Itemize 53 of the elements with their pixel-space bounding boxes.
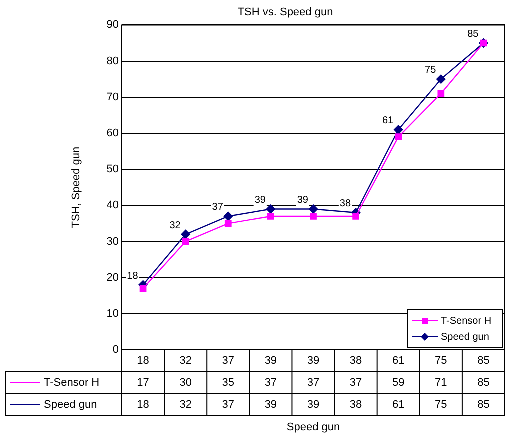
y-tick-label: 10 xyxy=(106,308,119,320)
data-label: 59 xyxy=(392,377,405,390)
data-label: 35 xyxy=(222,377,235,390)
data-label: 37 xyxy=(307,377,320,390)
x-tick-label: 39 xyxy=(264,355,278,368)
x-tick-label: 39 xyxy=(307,355,320,368)
y-tick-label: 50 xyxy=(106,164,119,176)
y-tick-label: 40 xyxy=(106,200,119,212)
data-label: 75 xyxy=(435,399,448,412)
data-label: 17 xyxy=(137,377,150,390)
category-label: 18 xyxy=(127,270,138,282)
data-label: 18 xyxy=(137,399,150,412)
text: Speed gun xyxy=(44,399,98,412)
data-label: 39 xyxy=(264,399,278,412)
x-tick-label: 32 xyxy=(180,355,192,368)
data-label: 85 xyxy=(478,377,490,390)
x-tick-label: 75 xyxy=(435,355,448,368)
y-tick-label: 20 xyxy=(106,272,119,284)
y-tick-label: 0 xyxy=(112,344,119,356)
data-label: 30 xyxy=(180,377,192,390)
x-tick-label: 61 xyxy=(392,355,405,368)
y-tick-label: 60 xyxy=(106,128,119,140)
category-label: 32 xyxy=(170,220,181,232)
data-label: 61 xyxy=(392,399,405,412)
data-label: 39 xyxy=(307,399,320,412)
category-label: 85 xyxy=(468,28,479,40)
y-tick-label: 70 xyxy=(106,91,119,104)
legend-label: Speed gun xyxy=(441,332,490,343)
category-label: 38 xyxy=(340,198,352,210)
category-label: 37 xyxy=(212,202,224,214)
category-label: 39 xyxy=(297,195,308,206)
data-label: 71 xyxy=(435,377,448,390)
x-tick-label: 38 xyxy=(350,355,362,368)
x-tick-label: 18 xyxy=(137,355,150,368)
data-label: 37 xyxy=(222,399,235,412)
x-tick-label: 85 xyxy=(478,355,490,368)
data-label: 37 xyxy=(350,377,362,390)
x-tick-label: 37 xyxy=(222,355,235,368)
category-label: 75 xyxy=(425,65,436,76)
data-label: 37 xyxy=(264,377,278,390)
y-tick-label: 90 xyxy=(106,19,119,32)
category-label: 39 xyxy=(254,195,266,206)
legend-label: T-Sensor H xyxy=(441,316,492,327)
y-tick-label: 80 xyxy=(106,55,119,68)
x-axis-title: Speed gun xyxy=(286,421,340,434)
data-label: 38 xyxy=(350,399,362,412)
category-label: 61 xyxy=(382,116,394,127)
chart-title: TSH vs. Speed gun xyxy=(238,6,334,19)
data-label: 32 xyxy=(180,399,192,412)
y-axis-title: TSH, Speed gun xyxy=(70,146,83,228)
y-tick-label: 30 xyxy=(106,236,119,248)
text: T-Sensor H xyxy=(44,377,100,390)
data-label: 85 xyxy=(478,399,490,412)
